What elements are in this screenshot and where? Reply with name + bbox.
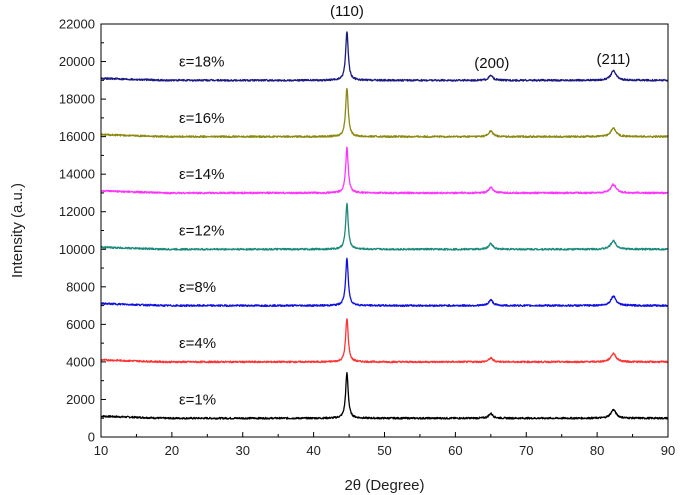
x-tick-label: 70 xyxy=(519,443,533,458)
y-tick-label: 14000 xyxy=(59,167,95,182)
series-line xyxy=(100,318,669,364)
series-label: ε=18% xyxy=(179,54,224,71)
y-tick-label: 2000 xyxy=(66,392,95,407)
y-tick-label: 22000 xyxy=(59,17,95,32)
series-label: ε=8% xyxy=(179,279,216,296)
y-tick-label: 10000 xyxy=(59,242,95,257)
axis-layer: 10 20 30 40 50 60 70 80 90 0 2000 4000 6000 8000 1000… xyxy=(9,17,675,495)
series-label: ε=16% xyxy=(179,110,224,127)
series-label: ε=1% xyxy=(179,391,216,408)
peak-label: (110) xyxy=(330,3,364,20)
y-tick-label: 8000 xyxy=(66,279,95,294)
x-axis-label: 2θ (Degree) xyxy=(344,477,424,494)
x-tick-label: 10 xyxy=(94,443,108,458)
series-line xyxy=(100,146,669,195)
y-tick-label: 18000 xyxy=(59,92,95,107)
y-axis-label: Intensity (a.u.) xyxy=(9,183,26,278)
series-line xyxy=(100,31,669,82)
peak-label-layer: (110) (200) (211) xyxy=(330,3,630,72)
x-tick-label: 80 xyxy=(590,443,604,458)
y-tick-label: 4000 xyxy=(66,354,95,369)
series-line xyxy=(100,87,669,139)
series-label: ε=14% xyxy=(179,166,224,183)
y-axis-ticks: 0 2000 4000 6000 8000 10000 12000 14000 16000 180… xyxy=(59,17,106,445)
series-line xyxy=(100,371,669,420)
series-label: ε=12% xyxy=(179,223,224,240)
y-tick-label: 0 xyxy=(88,430,95,445)
series-line xyxy=(100,257,669,308)
x-axis-ticks: 10 20 30 40 50 60 70 80 90 xyxy=(94,432,675,458)
x-tick-label: 30 xyxy=(236,443,250,458)
series-label: ε=4% xyxy=(179,335,216,352)
x-tick-label: 40 xyxy=(306,443,320,458)
y-tick-label: 16000 xyxy=(59,129,95,144)
series-layer xyxy=(100,31,669,420)
y-tick-label: 6000 xyxy=(66,317,95,332)
peak-label: (211) xyxy=(596,51,630,68)
x-tick-label: 60 xyxy=(448,443,462,458)
series-line xyxy=(100,202,669,251)
x-tick-label: 90 xyxy=(661,443,675,458)
peak-label: (200) xyxy=(474,55,509,72)
y-tick-label: 12000 xyxy=(59,204,95,219)
x-tick-label: 50 xyxy=(377,443,391,458)
series-label-layer: ε=1% ε=4% ε=8% ε=12% ε=14% ε=16% ε=18% xyxy=(179,54,224,409)
y-tick-label: 20000 xyxy=(59,54,95,69)
x-tick-label: 20 xyxy=(165,443,179,458)
